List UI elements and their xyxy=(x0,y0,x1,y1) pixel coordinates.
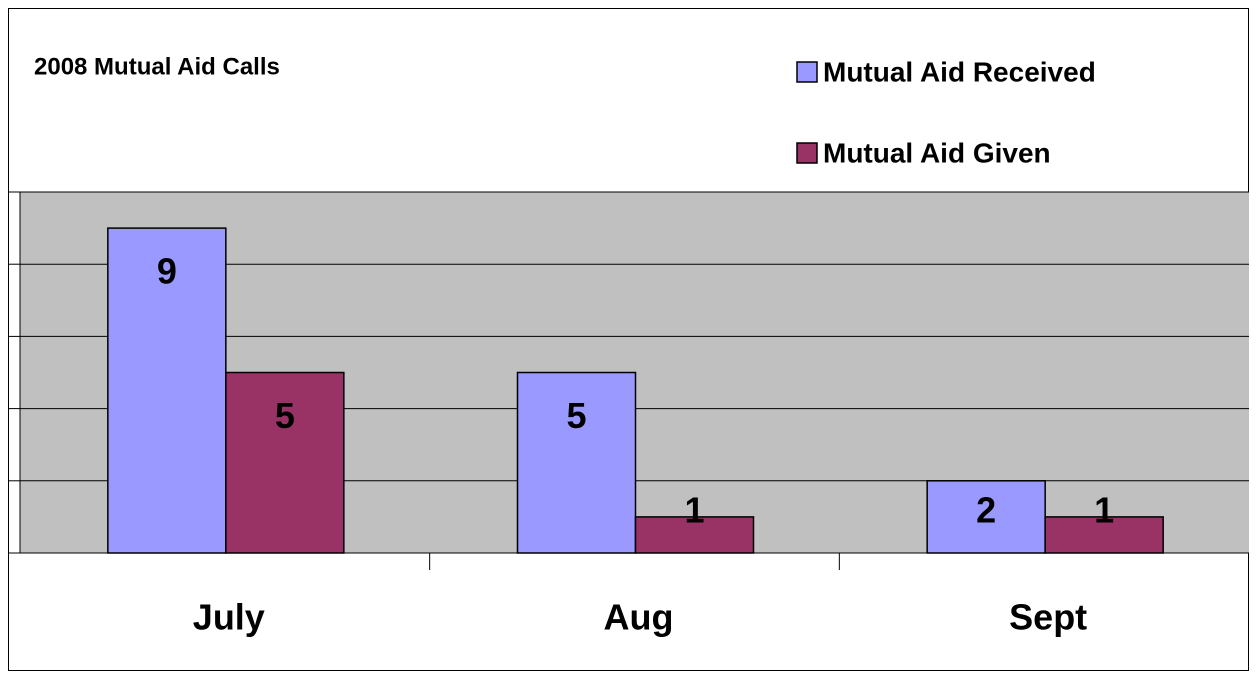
bar xyxy=(634,516,755,554)
data-label: 2 xyxy=(976,490,996,531)
bar xyxy=(225,371,345,554)
bar xyxy=(516,371,637,554)
chart-title: 2008 Mutual Aid Calls xyxy=(34,53,280,80)
data-label: 5 xyxy=(275,395,295,436)
legend-label: Mutual Aid Received xyxy=(823,56,1096,87)
data-label: 1 xyxy=(1094,490,1114,531)
data-label: 5 xyxy=(566,395,586,436)
data-label: 9 xyxy=(157,251,177,292)
x-tick-label: Sept xyxy=(1009,597,1087,638)
bar xyxy=(107,227,227,554)
x-tick-label: July xyxy=(193,597,265,638)
legend-label: Mutual Aid Given xyxy=(823,137,1051,168)
x-tick-label: Aug xyxy=(604,597,674,638)
data-label: 1 xyxy=(684,490,704,531)
bar xyxy=(1044,516,1164,554)
legend-swatch xyxy=(796,142,818,164)
legend-swatch xyxy=(796,61,818,83)
bar xyxy=(926,480,1046,554)
